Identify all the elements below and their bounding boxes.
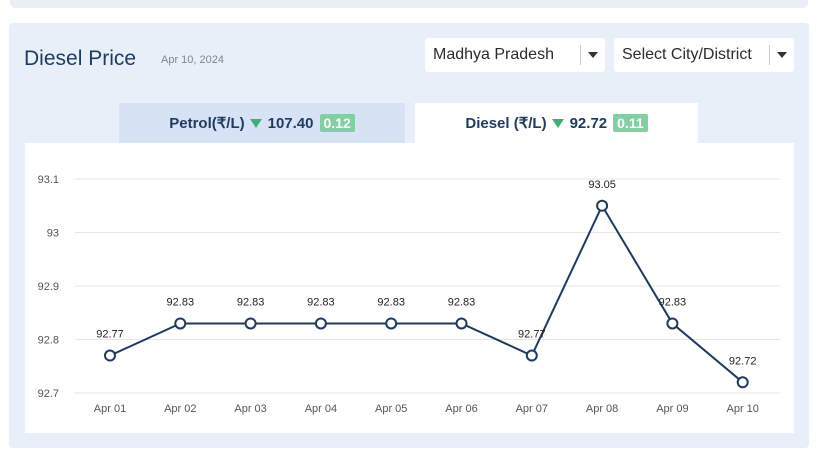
chevron-down-icon[interactable] bbox=[770, 52, 794, 58]
city-dropdown[interactable]: Select City/District bbox=[614, 38, 794, 72]
dropdown-separator bbox=[769, 45, 770, 65]
data-point bbox=[525, 349, 538, 362]
price-down-icon bbox=[551, 118, 564, 128]
tab-petrol-price: 107.40 bbox=[267, 114, 314, 132]
data-point bbox=[385, 317, 398, 330]
state-dropdown[interactable]: Madhya Pradesh bbox=[425, 38, 605, 72]
data-point bbox=[174, 317, 187, 330]
data-point bbox=[736, 376, 749, 389]
x-tick-label: Apr 09 bbox=[656, 403, 688, 415]
tab-diesel-change-badge: 0.11 bbox=[613, 114, 648, 132]
x-tick-label: Apr 04 bbox=[305, 403, 337, 415]
tab-diesel[interactable]: Diesel (₹/L) 92.72 0.11 bbox=[415, 103, 698, 143]
price-chart-area: 92.7 92.8 92.9 93 93.1 Apr 01 Apr 02 Apr 03 Apr … bbox=[25, 143, 794, 433]
y-tick-label: 93.1 bbox=[38, 174, 59, 186]
data-point bbox=[666, 317, 679, 330]
data-label: 92.83 bbox=[167, 296, 195, 308]
data-label: 92.72 bbox=[729, 355, 757, 367]
data-label: 92.77 bbox=[518, 329, 546, 341]
x-tick-label: Apr 10 bbox=[726, 403, 758, 415]
data-point bbox=[314, 317, 327, 330]
top-panel-edge bbox=[10, 0, 808, 8]
data-label: 92.77 bbox=[96, 329, 124, 341]
x-tick-label: Apr 08 bbox=[586, 403, 618, 415]
y-tick-label: 92.8 bbox=[38, 335, 59, 347]
x-tick-label: Apr 01 bbox=[94, 403, 126, 415]
city-dropdown-value: Select City/District bbox=[622, 46, 752, 63]
price-down-icon bbox=[249, 118, 262, 128]
data-label: 92.83 bbox=[377, 296, 405, 308]
tab-diesel-label: Diesel (₹/L) bbox=[465, 115, 547, 132]
y-tick-label: 93 bbox=[47, 228, 59, 240]
data-point bbox=[455, 317, 468, 330]
dropdown-separator bbox=[580, 45, 581, 65]
series-line bbox=[109, 203, 744, 384]
price-date: Apr 10, 2024 bbox=[161, 54, 224, 66]
x-tick-label: Apr 02 bbox=[164, 403, 196, 415]
y-tick-label: 92.9 bbox=[38, 281, 59, 293]
tab-petrol[interactable]: Petrol(₹/L) 107.40 0.12 bbox=[119, 103, 405, 143]
data-label: 92.83 bbox=[307, 296, 335, 308]
price-line-chart: 92.7 92.8 92.9 93 93.1 Apr 01 Apr 02 Apr 03 Apr … bbox=[38, 174, 780, 415]
data-point bbox=[104, 349, 116, 362]
data-point bbox=[596, 199, 609, 212]
x-tick-label: Apr 05 bbox=[375, 403, 407, 415]
data-label: 93.05 bbox=[588, 179, 616, 191]
x-tick-label: Apr 06 bbox=[445, 403, 477, 415]
data-label: 92.83 bbox=[659, 296, 687, 308]
data-label: 92.83 bbox=[237, 296, 265, 308]
x-tick-label: Apr 07 bbox=[516, 403, 548, 415]
y-tick-label: 92.7 bbox=[38, 388, 59, 400]
tab-diesel-price: 92.72 bbox=[569, 114, 608, 132]
data-label: 92.83 bbox=[448, 296, 476, 308]
chevron-down-icon[interactable] bbox=[581, 52, 605, 58]
tab-petrol-change-badge: 0.12 bbox=[319, 114, 355, 132]
state-dropdown-value: Madhya Pradesh bbox=[433, 46, 554, 63]
tab-petrol-label: Petrol(₹/L) bbox=[169, 115, 245, 132]
page-title: Diesel Price bbox=[24, 47, 137, 70]
data-point bbox=[244, 317, 257, 330]
x-tick-label: Apr 03 bbox=[234, 403, 266, 415]
